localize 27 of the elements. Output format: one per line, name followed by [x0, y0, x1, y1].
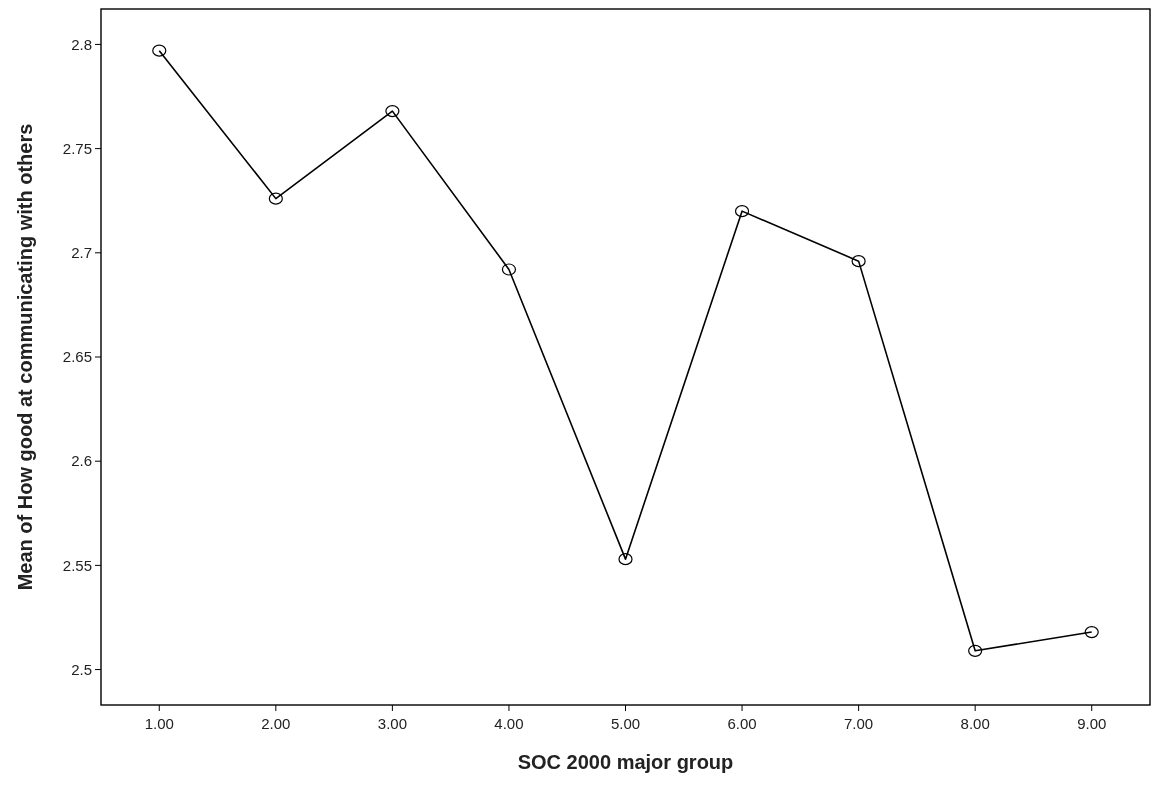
y-tick-label: 2.6: [71, 452, 92, 470]
x-tick-label: 7.00: [844, 715, 874, 732]
y-tick-label: 2.75: [62, 139, 92, 157]
x-tick-label: 9.00: [1077, 715, 1107, 732]
x-axis-title: SOC 2000 major group: [517, 751, 734, 773]
x-tick-label: 8.00: [960, 715, 990, 732]
x-tick-label: 5.00: [610, 715, 641, 732]
x-tick-label: 4.00: [494, 715, 524, 732]
point: [152, 44, 167, 57]
point: [385, 105, 400, 118]
y-tick-label: 2.5: [71, 660, 92, 678]
y-tick-label: 2.8: [71, 35, 92, 53]
point: [618, 553, 633, 566]
point: [501, 263, 517, 276]
y-tick-label: 2.65: [62, 348, 92, 366]
point: [268, 192, 283, 205]
y-axis-title: Mean of How good at communicating with others: [14, 123, 36, 591]
point: [734, 205, 750, 218]
y-tick-label: 2.55: [62, 556, 92, 574]
x-tick-label: 2.00: [261, 715, 291, 732]
x-tick-label: 6.00: [727, 715, 757, 732]
x-tick-label: 1.00: [144, 715, 174, 732]
point: [1084, 625, 1099, 639]
y-tick-label: 2.7: [71, 244, 92, 262]
x-tick-label: 3.00: [377, 715, 407, 732]
point: [851, 255, 866, 268]
point: [968, 644, 983, 657]
